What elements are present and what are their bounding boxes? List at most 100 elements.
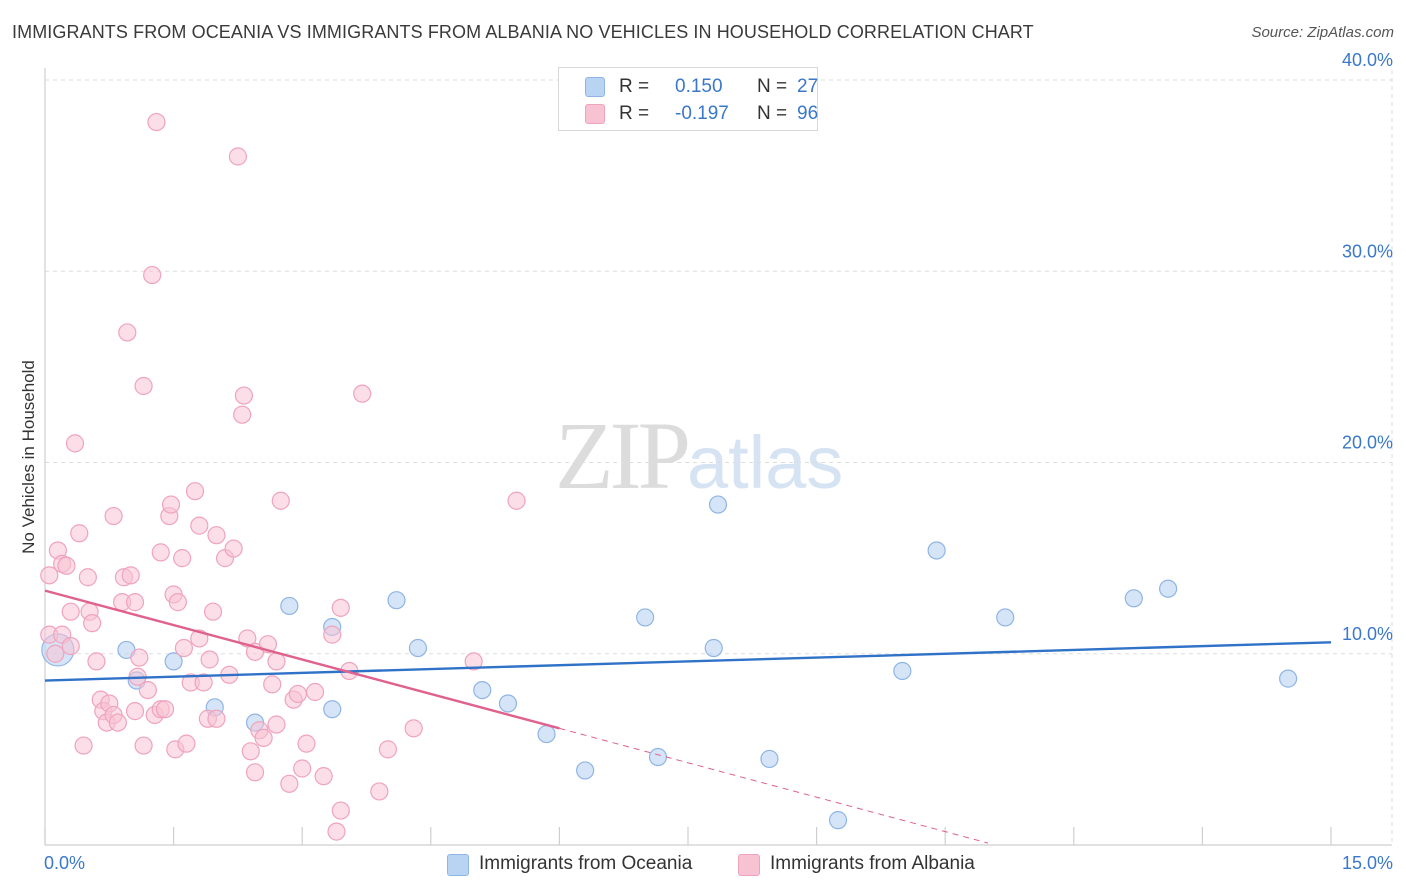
albania-point	[174, 638, 193, 658]
n-label: N =	[757, 103, 788, 124]
albania-point	[61, 636, 80, 656]
albania-point	[190, 516, 209, 535]
albania-point	[234, 386, 254, 405]
albania-point	[271, 491, 290, 510]
n-value: 96	[797, 103, 819, 124]
albania-point	[185, 482, 205, 501]
legend-label-oceania: Immigrants from Oceania	[479, 853, 693, 874]
watermark-zip: ZIP	[555, 402, 691, 509]
oceania-point	[408, 638, 428, 658]
albania-point	[138, 680, 157, 700]
r-label: R =	[619, 103, 650, 124]
oceania-point	[760, 749, 779, 769]
albania-point	[61, 602, 80, 621]
oceania-point	[1124, 589, 1143, 608]
albania-point	[263, 675, 282, 694]
albania-point	[267, 715, 286, 734]
tick-labels: 10.0% 20.0% 30.0% 40.0% 0.0% 15.0%	[44, 50, 1393, 873]
albania-point	[83, 614, 102, 633]
oceania-point	[498, 694, 518, 713]
albania-point	[370, 782, 389, 801]
albania-point	[245, 763, 265, 782]
axes	[44, 68, 1392, 846]
albania-point	[331, 801, 350, 820]
r-label: R =	[619, 76, 650, 97]
oceania-point	[1159, 579, 1178, 598]
legend-label-albania: Immigrants from Albania	[770, 853, 975, 874]
albania-point	[173, 549, 192, 568]
oceania-swatch	[447, 854, 469, 876]
albania-point	[65, 434, 85, 453]
oceania-point	[1279, 669, 1298, 688]
n-value: 27	[797, 76, 819, 97]
albania-point	[121, 566, 140, 585]
oceania-point	[164, 652, 183, 671]
oceania-point	[996, 608, 1015, 627]
oceania-point	[893, 661, 912, 681]
albania-point	[353, 384, 372, 403]
albania-point	[314, 767, 333, 786]
albania-point	[267, 652, 286, 671]
albania-point	[293, 759, 312, 778]
r-value: 0.150	[675, 76, 723, 97]
albania-point	[143, 265, 162, 285]
y-tick-label: 10.0%	[1342, 624, 1393, 644]
y-axis-label: No Vehicles in Household	[19, 360, 38, 554]
albania-point	[280, 774, 299, 793]
oceania-point	[636, 608, 655, 627]
albania-point	[118, 323, 137, 342]
x-tick-label: 15.0%	[1342, 853, 1393, 873]
albania-point	[168, 593, 187, 612]
albania-point	[130, 648, 149, 667]
albania-point	[241, 742, 260, 761]
oceania-point	[537, 724, 556, 744]
albania-point	[200, 650, 219, 669]
albania-point	[57, 556, 76, 575]
oceania-point	[708, 495, 728, 514]
y-tick-label: 30.0%	[1342, 241, 1393, 261]
albania-point	[78, 568, 97, 587]
albania-point	[331, 598, 350, 617]
albania-point	[46, 644, 65, 663]
albania-point	[147, 112, 166, 132]
oceania-point	[387, 591, 406, 610]
trend-line-albania	[44, 589, 560, 730]
oceania-swatch	[585, 77, 605, 97]
albania-point	[194, 673, 213, 692]
albania-point	[155, 700, 175, 719]
x-tick-label: 0.0%	[44, 853, 85, 873]
n-label: N =	[757, 76, 788, 97]
albania-point	[134, 736, 153, 755]
albania-point	[228, 147, 247, 166]
albania-point	[125, 593, 145, 612]
oceania-point	[576, 761, 595, 780]
albania-point	[74, 736, 93, 755]
albania-point	[40, 566, 59, 585]
albania-point	[404, 719, 423, 738]
oceania-point	[704, 638, 723, 658]
albania-point	[305, 682, 325, 702]
albania-point	[327, 822, 346, 841]
correlation-legend: R = 0.150 N = 27 R = -0.197 N = 96	[558, 67, 818, 131]
y-tick-label: 40.0%	[1342, 50, 1393, 70]
albania-point	[297, 734, 316, 753]
oceania-point	[648, 747, 668, 767]
chart-title: IMMIGRANTS FROM OCEANIA VS IMMIGRANTS FR…	[12, 22, 1034, 42]
albania-point	[125, 702, 145, 721]
albania-point	[70, 524, 89, 543]
albania-swatch	[738, 854, 760, 876]
albania-point	[507, 491, 526, 510]
albania-point	[104, 506, 123, 526]
albania-point	[207, 709, 226, 728]
source-label: Source: ZipAtlas.com	[1251, 24, 1394, 41]
trend-lines	[44, 589, 1332, 844]
oceania-point	[473, 680, 492, 700]
albania-point	[323, 625, 342, 644]
albania-point	[464, 652, 483, 671]
albania-point	[203, 602, 223, 621]
albania-point	[87, 652, 106, 671]
albania-point	[161, 495, 181, 514]
grid-lines	[45, 70, 1393, 845]
y-tick-label: 20.0%	[1342, 433, 1393, 453]
